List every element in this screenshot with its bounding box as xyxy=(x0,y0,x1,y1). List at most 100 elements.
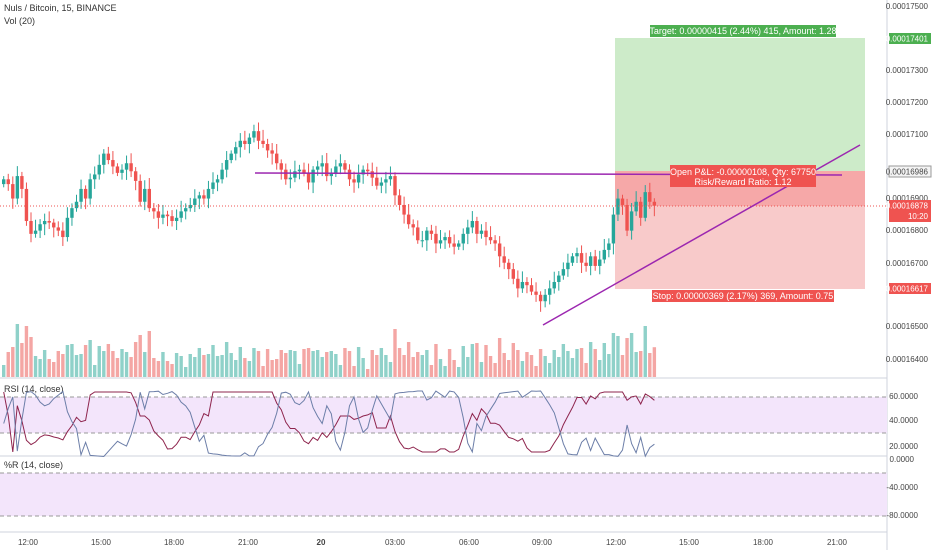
stop-price: 0.00016617 xyxy=(886,285,929,294)
volume-bar xyxy=(202,355,206,377)
volume-bar xyxy=(388,362,393,377)
candle xyxy=(557,275,561,282)
volume-bar xyxy=(411,357,415,377)
volume-bar xyxy=(229,353,233,377)
candle xyxy=(411,224,415,228)
candle xyxy=(20,176,24,189)
volume-bar xyxy=(525,352,529,377)
candle xyxy=(129,163,133,172)
candle xyxy=(375,177,379,186)
price-tick: 0.00017500 xyxy=(886,2,929,11)
candle xyxy=(224,160,229,170)
candle xyxy=(475,221,479,234)
volume-bar xyxy=(156,361,161,377)
candle xyxy=(220,169,224,180)
volume-bar xyxy=(115,358,120,377)
volume-bar xyxy=(184,367,188,377)
candle xyxy=(470,221,475,228)
candle xyxy=(133,171,138,181)
candle xyxy=(161,214,165,218)
candle xyxy=(174,217,179,222)
time-tick: 21:00 xyxy=(827,538,848,547)
volume-bar xyxy=(425,350,429,377)
volume-bar xyxy=(270,360,274,377)
volume-bar xyxy=(147,331,151,377)
volume-bar xyxy=(461,346,465,377)
volume-bar xyxy=(197,348,202,377)
candle xyxy=(443,237,447,241)
volume-bar xyxy=(143,352,147,377)
volume-bar xyxy=(511,343,515,377)
volume-label: Vol (20) xyxy=(4,16,36,26)
volume-bar xyxy=(588,342,593,377)
candle xyxy=(561,269,566,276)
target-price: 0.00017401 xyxy=(886,35,929,44)
candle xyxy=(366,169,370,172)
willr-tick: -40.0000 xyxy=(886,483,918,492)
candle xyxy=(284,169,288,180)
candle xyxy=(379,182,384,186)
time-tick: 20 xyxy=(317,538,326,547)
volume-bar xyxy=(561,344,566,377)
candle xyxy=(197,195,202,199)
candle xyxy=(570,256,575,263)
candle xyxy=(566,262,570,270)
candle xyxy=(525,281,529,286)
candle xyxy=(102,153,106,165)
candle xyxy=(629,211,634,231)
volume-bar xyxy=(566,351,570,377)
candle xyxy=(156,211,161,218)
price-axis[interactable]: 0.00017500 0.00017300 0.00017200 0.00017… xyxy=(886,2,932,520)
candle xyxy=(2,179,6,185)
candle xyxy=(334,166,338,173)
volume-bar xyxy=(279,350,283,377)
candle xyxy=(111,160,115,167)
time-tick: 21:00 xyxy=(238,538,259,547)
time-tick: 15:00 xyxy=(679,538,700,547)
volume-bar xyxy=(88,340,92,377)
candle xyxy=(234,147,238,154)
volume-bar xyxy=(138,335,142,377)
candle xyxy=(352,179,356,183)
candle xyxy=(343,163,347,170)
volume-bar xyxy=(529,355,534,377)
candle xyxy=(370,171,374,178)
candle xyxy=(552,281,556,289)
candle xyxy=(88,179,92,199)
price-tick: 0.00016500 xyxy=(886,322,929,331)
candle xyxy=(484,230,488,238)
countdown: 10:20 xyxy=(908,212,929,221)
volume-bar xyxy=(102,351,106,377)
volume-bar xyxy=(243,358,247,377)
chart-title: Nuls / Bitcoin, 15, BINANCE xyxy=(4,3,117,13)
volume-bar xyxy=(161,352,165,377)
volume-bar xyxy=(306,348,311,377)
rr-label: Risk/Reward Ratio: 1.12 xyxy=(694,177,791,187)
rsi-tick: 20.0000 xyxy=(889,442,918,451)
stop-zone[interactable] xyxy=(615,206,865,289)
price-tick: 0.00016900 xyxy=(886,194,929,203)
candle xyxy=(61,230,65,238)
candle xyxy=(620,198,625,205)
willr-label: %R (14, close) xyxy=(4,460,64,470)
candle xyxy=(152,208,156,212)
candle xyxy=(361,169,365,175)
candle xyxy=(247,137,252,144)
candle xyxy=(202,195,206,199)
candle xyxy=(416,227,420,241)
candle xyxy=(106,153,111,161)
volume-bar xyxy=(215,356,220,377)
candle xyxy=(170,216,174,222)
candle xyxy=(79,188,83,202)
candle xyxy=(598,259,602,266)
target-zone[interactable] xyxy=(615,38,865,171)
candle xyxy=(275,153,279,164)
candle xyxy=(33,230,38,234)
candle xyxy=(70,208,74,218)
volume-bar xyxy=(648,353,652,377)
volume-bar xyxy=(356,347,361,377)
time-axis[interactable]: 12:00 15:00 18:00 21:00 20 03:00 06:00 0… xyxy=(18,538,848,547)
volume-bar xyxy=(502,353,506,377)
volume-bar xyxy=(65,345,70,377)
